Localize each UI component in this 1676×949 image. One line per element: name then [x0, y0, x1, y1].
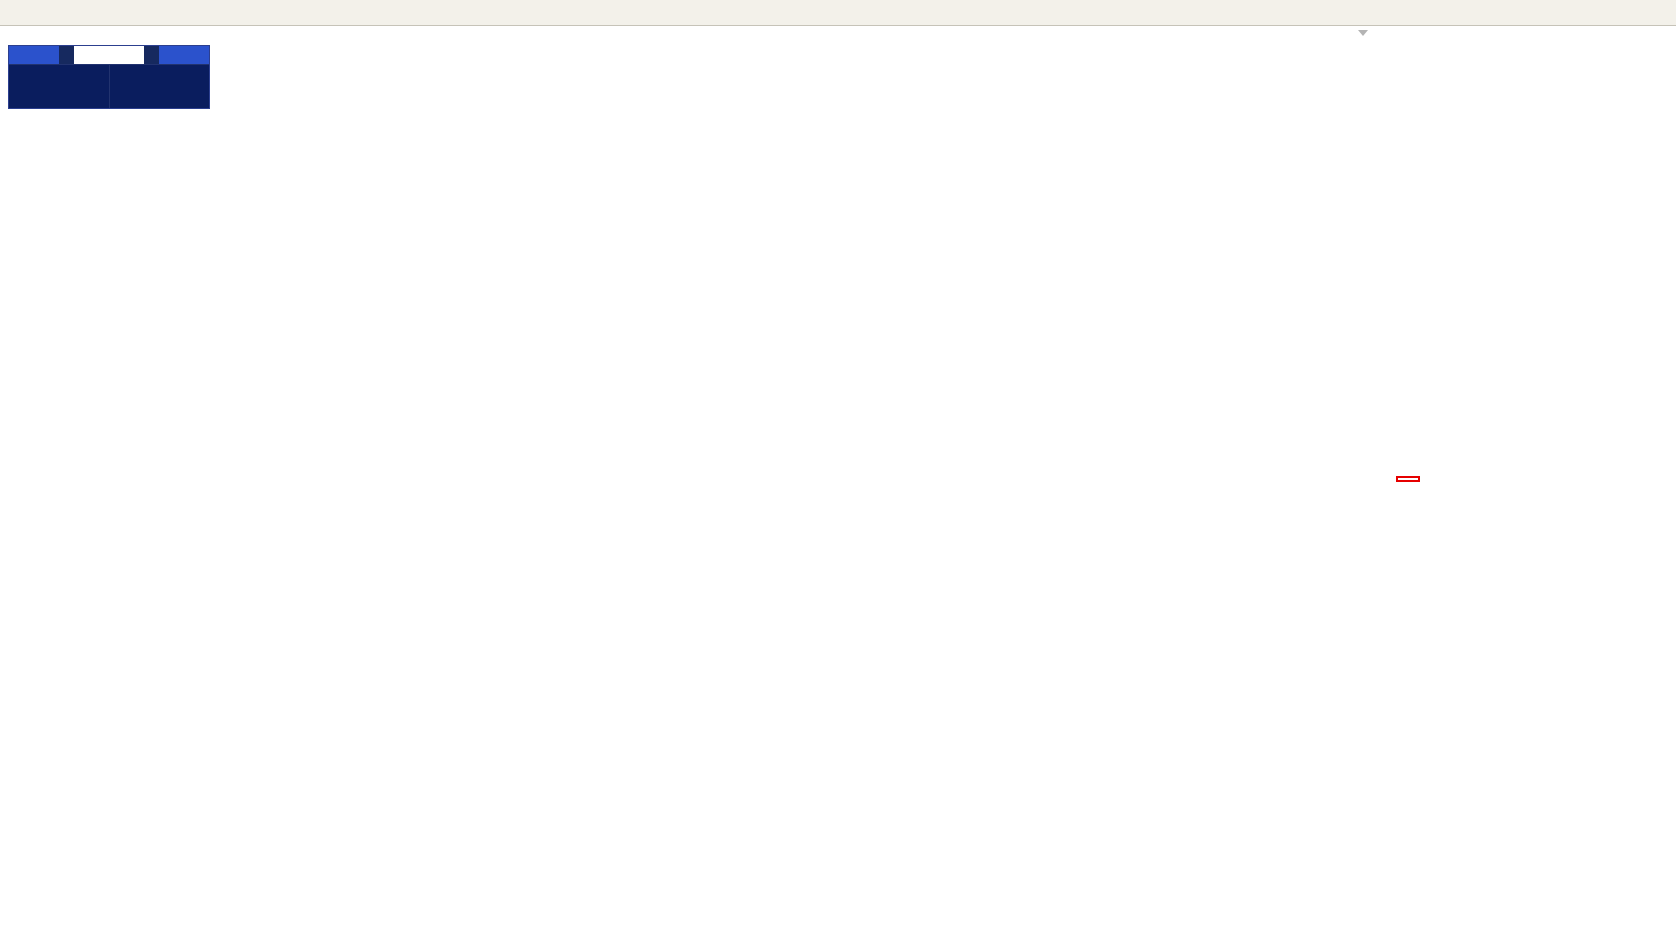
- buy-button[interactable]: [159, 46, 209, 64]
- trade-prices-row: [9, 65, 209, 108]
- chart-canvas[interactable]: [0, 26, 1676, 949]
- sell-price[interactable]: [9, 65, 109, 108]
- price-divider: [108, 65, 110, 108]
- one-click-trading-panel: [8, 45, 210, 109]
- main-toolbar: [0, 0, 1676, 26]
- sell-button[interactable]: [9, 46, 59, 64]
- volume-input[interactable]: [74, 46, 144, 64]
- buy-price[interactable]: [110, 65, 210, 108]
- volume-dropdown-icon[interactable]: [59, 46, 74, 64]
- trade-controls-row: [9, 46, 209, 65]
- volume-increase-icon[interactable]: [144, 46, 159, 64]
